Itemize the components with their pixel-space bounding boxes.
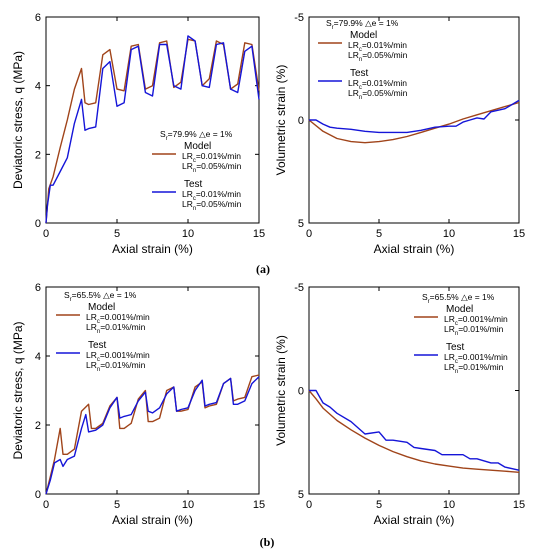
x-tick-label: 10 [182, 228, 194, 240]
legend-group-title: Model [184, 141, 211, 152]
x-tick-label: 5 [114, 228, 120, 240]
chart-panel-a-left: 0 5 10 15 0 2 4 6 Axial strain (%) Deviatoric str… [11, 12, 265, 256]
legend-entry: LRc=0.01%/min [348, 78, 407, 91]
panel-label-a: (a) [256, 262, 270, 276]
legend: Sr=79.9% △e = 1%ModelLRc=0.01%/minLRn=0.… [318, 18, 408, 101]
legend-group-title: Test [350, 68, 369, 79]
legend-group-title: Model [350, 30, 377, 41]
legend-entry: LRn=0.05%/min [182, 199, 242, 212]
legend-entry: LRc=0.001%/min [444, 314, 508, 327]
legend-entry: LRn=0.05%/min [348, 88, 408, 101]
y-tick-label: 0 [298, 115, 304, 127]
legend-entry: LRc=0.01%/min [182, 151, 241, 164]
y-tick-label: 6 [35, 282, 41, 294]
chart-panel-b-left: 0 5 10 15 0 2 4 6 Axial strain (%) Deviatoric str… [11, 282, 265, 527]
x-tick-label: 15 [253, 499, 265, 511]
y-axis-label: Volumetric strain (%) [274, 335, 288, 446]
x-axis-label: Axial strain (%) [112, 513, 193, 527]
x-tick-label: 0 [43, 499, 49, 511]
legend-entry: LRc=0.01%/min [182, 189, 241, 202]
x-tick-label: 10 [182, 499, 194, 511]
legend: Sr=65.5% △e = 1%ModelLRc=0.001%/minLRn=0… [56, 290, 150, 373]
x-tick-label: 10 [443, 228, 455, 240]
legend-group-title: Model [88, 302, 115, 313]
legend-entry: LRn=0.01%/min [444, 324, 504, 337]
series-line-test [309, 99, 520, 134]
x-tick-label: 10 [443, 499, 455, 511]
legend-entry: LRn=0.05%/min [348, 50, 408, 63]
legend-entry: LRc=0.001%/min [86, 350, 150, 363]
legend-condition: Sr=65.5% △e = 1% [422, 292, 495, 305]
y-tick-label: 0 [35, 218, 41, 230]
series-line-test [309, 389, 520, 471]
x-axis-label: Axial strain (%) [374, 242, 455, 256]
legend-entry: LRc=0.001%/min [86, 312, 150, 325]
x-tick-label: 0 [43, 228, 49, 240]
legend-entry: LRn=0.05%/min [182, 161, 242, 174]
x-tick-label: 5 [376, 499, 382, 511]
x-axis-label: Axial strain (%) [374, 513, 455, 527]
y-tick-label: 4 [35, 351, 41, 363]
legend: Sr=79.9% △e = 1%ModelLRc=0.01%/minLRn=0.… [152, 129, 242, 212]
x-tick-label: 5 [376, 228, 382, 240]
y-tick-label: 0 [35, 489, 41, 501]
legend-entry: LRn=0.01%/min [444, 362, 504, 375]
legend-condition: Sr=65.5% △e = 1% [64, 290, 137, 303]
y-tick-label: -5 [294, 12, 304, 24]
series-line-model [308, 101, 520, 144]
legend-condition: Sr=79.9% △e = 1% [160, 129, 233, 142]
y-axis-label: Deviatoric stress, q (MPa) [11, 51, 25, 189]
series-line-model [45, 374, 260, 495]
legend-entry: LRc=0.01%/min [348, 40, 407, 53]
series-line-test [45, 35, 260, 224]
plot-frame [308, 16, 520, 224]
plot-frame [45, 286, 260, 495]
legend-entry: LRc=0.001%/min [444, 352, 508, 365]
series-line-model [308, 390, 520, 473]
legend-condition: Sr=79.9% △e = 1% [326, 18, 399, 31]
panel-label-b: (b) [260, 535, 275, 549]
legend-group-title: Test [88, 340, 107, 351]
legend-group-title: Model [446, 304, 473, 315]
series-line-test [45, 376, 260, 495]
x-tick-label: 15 [513, 228, 525, 240]
legend-group-title: Test [446, 342, 465, 353]
y-tick-label: 5 [298, 218, 304, 230]
x-tick-label: 0 [306, 228, 312, 240]
y-axis-label: Volumetric strain (%) [274, 65, 288, 176]
plot-frame [45, 16, 260, 224]
y-tick-label: 6 [35, 12, 41, 24]
x-tick-label: 15 [513, 499, 525, 511]
y-tick-label: 0 [298, 386, 304, 398]
x-tick-label: 0 [306, 499, 312, 511]
legend-entry: LRn=0.01%/min [86, 360, 146, 373]
y-tick-label: 4 [35, 81, 41, 93]
y-tick-label: -5 [294, 282, 304, 294]
y-tick-label: 5 [298, 489, 304, 501]
x-axis-label: Axial strain (%) [112, 242, 193, 256]
y-axis-label: Deviatoric stress, q (MPa) [11, 321, 25, 459]
y-tick-label: 2 [35, 420, 41, 432]
legend-entry: LRn=0.01%/min [86, 322, 146, 335]
x-tick-label: 15 [253, 228, 265, 240]
legend: Sr=65.5% △e = 1%ModelLRc=0.001%/minLRn=0… [414, 292, 508, 375]
x-tick-label: 5 [114, 499, 120, 511]
legend-group-title: Test [184, 179, 203, 190]
y-tick-label: 2 [35, 149, 41, 161]
